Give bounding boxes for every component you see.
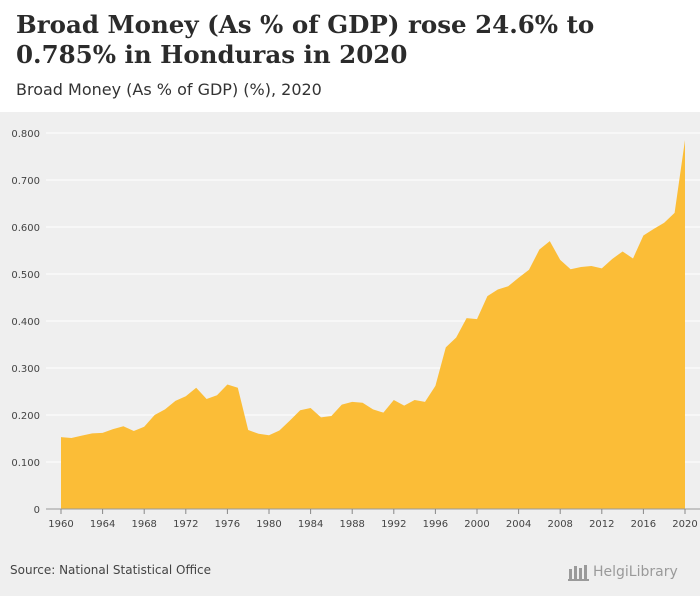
y-tick-label: 0.700	[11, 176, 40, 187]
y-tick-label: 0.100	[11, 458, 40, 469]
y-tick-label: 0	[34, 505, 40, 516]
page-title: Broad Money (As % of GDP) rose 24.6% to …	[16, 10, 595, 69]
x-tick-label: 1984	[298, 519, 323, 530]
library-building-icon	[568, 565, 589, 581]
header: Broad Money (As % of GDP) rose 24.6% to …	[0, 0, 700, 112]
x-tick-label: 1964	[90, 519, 115, 530]
y-tick-label: 0.300	[11, 364, 40, 375]
helgilibrary-logo: HelgiLibrary	[568, 560, 678, 584]
y-tick-label: 0.200	[11, 411, 40, 422]
x-tick-label: 1992	[381, 519, 406, 530]
x-tick-label: 2016	[631, 519, 656, 530]
x-tick-label: 2004	[506, 519, 531, 530]
x-tick-label: 1968	[131, 519, 156, 530]
y-tick-label: 0.500	[11, 270, 40, 281]
y-tick-label: 0.800	[11, 129, 40, 140]
x-tick-label: 1972	[173, 519, 198, 530]
logo-text: HelgiLibrary	[593, 564, 678, 580]
x-tick-label: 2012	[589, 519, 614, 530]
x-tick-label: 1960	[48, 519, 73, 530]
x-tick-label: 1996	[423, 519, 448, 530]
x-tick-label: 1976	[215, 519, 240, 530]
x-tick-label: 2020	[672, 519, 697, 530]
y-tick-label: 0.600	[11, 223, 40, 234]
area-series	[61, 140, 685, 510]
x-tick-label: 2000	[464, 519, 489, 530]
x-tick-label: 2008	[547, 519, 572, 530]
chart-subtitle: Broad Money (As % of GDP) (%), 2020	[16, 80, 322, 99]
x-tick-label: 1988	[339, 519, 364, 530]
source-note: Source: National Statistical Office	[10, 563, 212, 577]
x-tick-label: 1980	[256, 519, 281, 530]
y-tick-label: 0.400	[11, 317, 40, 328]
